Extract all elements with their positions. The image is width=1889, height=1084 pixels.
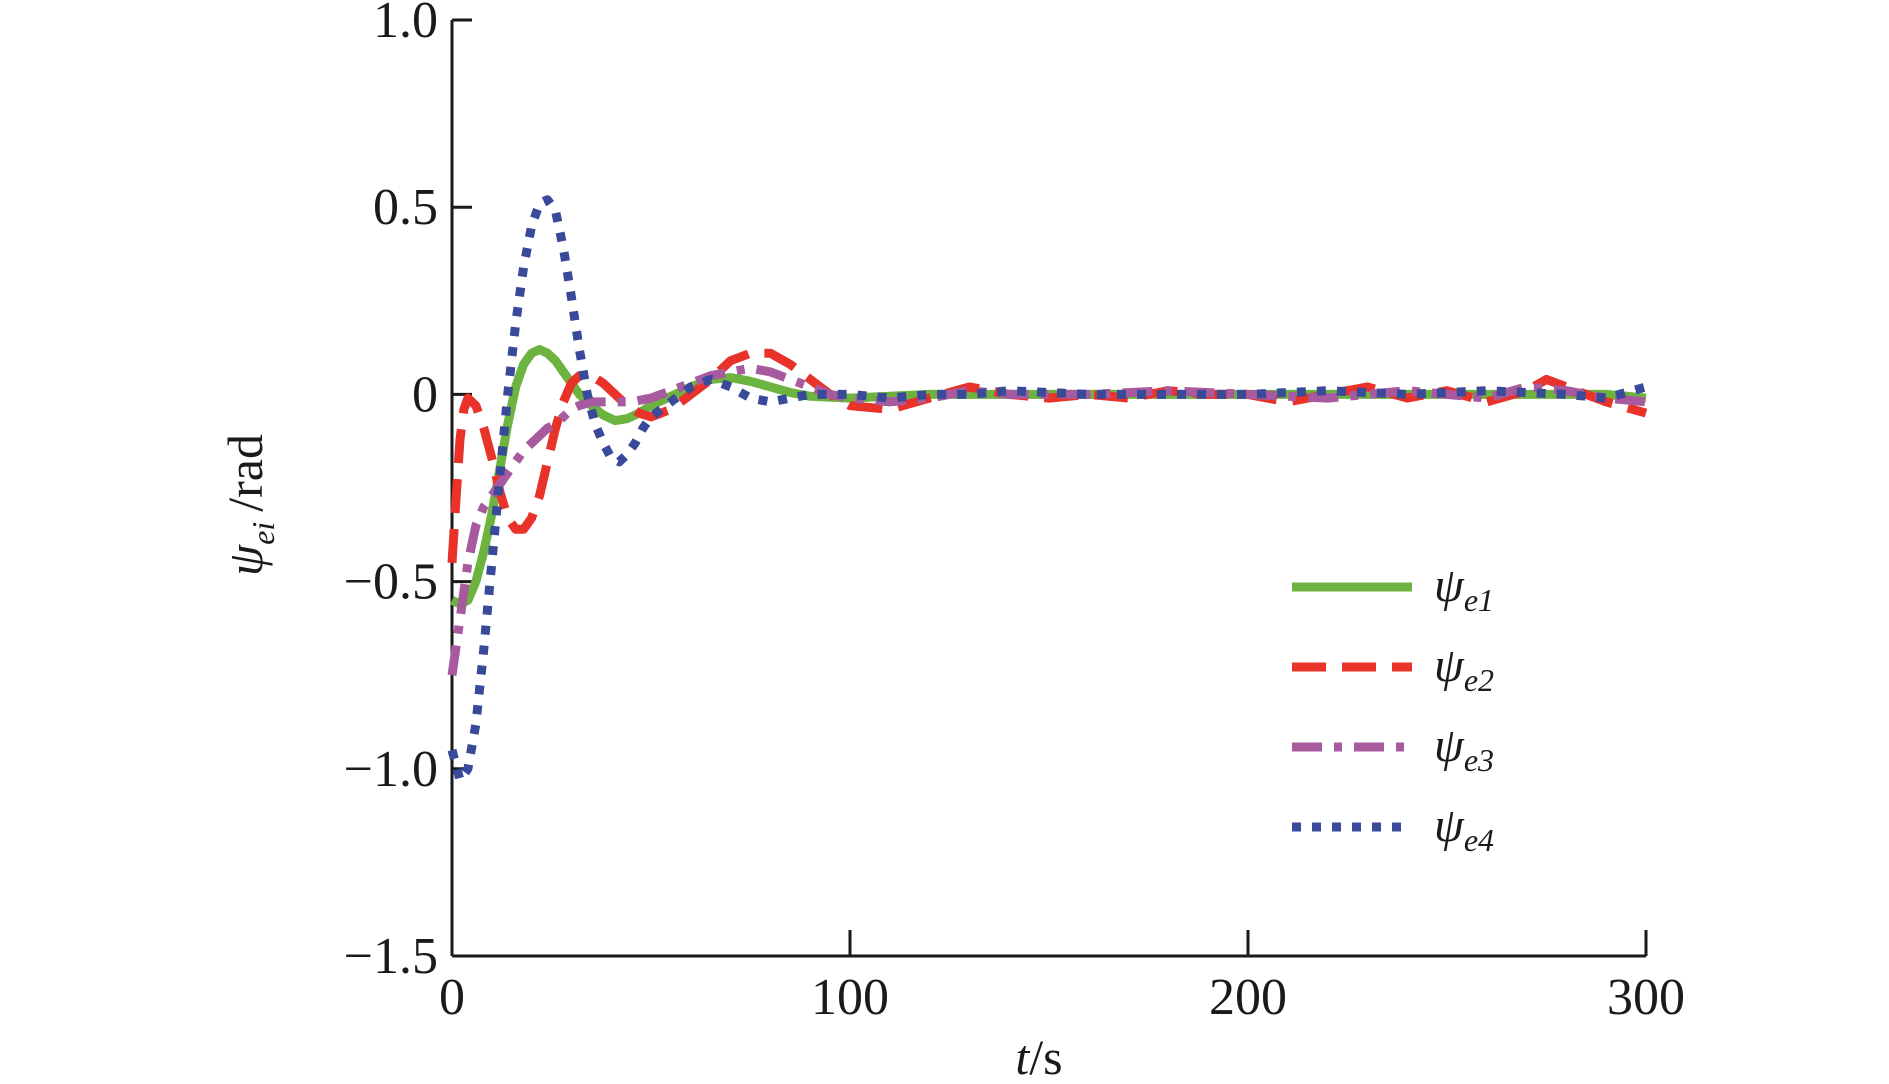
x-tick-label: 0 [439,969,465,1026]
x-tick-label: 100 [811,969,889,1026]
legend-label-1: ψe1 [1434,559,1494,618]
y-tick-label: 1.0 [373,0,438,49]
series-line-2 [447,348,1648,564]
legend-label-2: ψe2 [1434,639,1494,698]
series-layer [447,195,1648,785]
x-tick-label: 300 [1607,969,1685,1026]
y-tick-label: −1.0 [344,741,438,798]
y-axis-title: ψei/rad [217,434,281,576]
legend-label-3: ψe3 [1434,719,1494,778]
series-line-1 [450,345,1647,609]
x-tick-label: 200 [1209,969,1287,1026]
axes: −1.5 −1.0 −0.5 0 0.5 1.0 0 100 200 300 t/s ψei/rad [217,0,1685,1084]
y-tick-label: 0.5 [373,179,438,236]
y-tick-label: −0.5 [344,554,438,611]
x-axis-title: t/s [1015,1029,1062,1079]
legend: ψe1 ψe2 ψe3 ψe4 [1292,559,1494,858]
y-tick-label: 0 [412,366,438,423]
legend-label-4: ψe4 [1434,799,1494,858]
series-line-4 [447,195,1648,785]
y-tick-label: −1.5 [344,928,438,985]
